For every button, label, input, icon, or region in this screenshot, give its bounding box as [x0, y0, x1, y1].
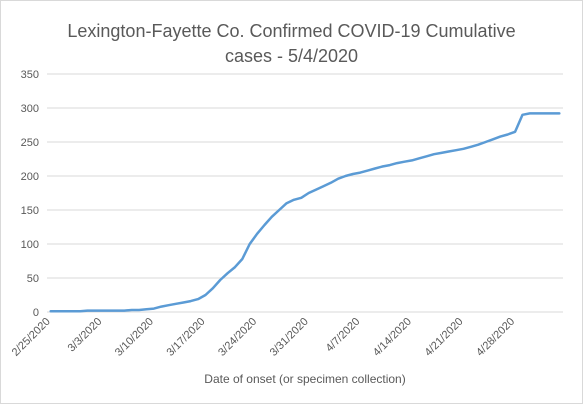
chart-title-line-2: cases - 5/4/2020 [224, 46, 359, 66]
x-tick-label: 3/31/2020 [268, 316, 311, 359]
series-lines [49, 112, 561, 313]
chart-title-line-1: Lexington-Fayette Co. Confirmed COVID-19… [67, 21, 516, 41]
chart-title: Lexington-Fayette Co. Confirmed COVID-19… [1, 19, 582, 69]
x-tick-label: 4/28/2020 [474, 316, 517, 359]
y-tick-label: 50 [27, 273, 39, 285]
x-axis-tick-labels: 2/25/2020 3/3/2020 3/10/2020 3/17/2020 3/24/… [10, 316, 517, 359]
y-tick-label: 0 [33, 307, 39, 319]
y-tick-label: 100 [21, 239, 39, 251]
x-tick-label: 3/3/2020 [66, 316, 105, 355]
x-tick-label: 3/17/2020 [165, 316, 208, 359]
y-tick-label: 350 [21, 69, 39, 81]
gridlines [47, 73, 563, 313]
x-tick-label: 4/14/2020 [371, 316, 414, 359]
x-axis-label: Date of onset (or specimen collection) [204, 372, 405, 386]
x-tick-label: 3/24/2020 [216, 316, 259, 359]
y-tick-label: 300 [21, 103, 39, 115]
y-axis-tick-labels: 0 50 100 150 200 250 300 350 [21, 69, 39, 319]
y-tick-label: 150 [21, 205, 39, 217]
series-line-cumulative-cases [49, 112, 561, 313]
y-tick-label: 250 [21, 137, 39, 149]
y-tick-label: 200 [21, 171, 39, 183]
x-tick-label: 2/25/2020 [10, 316, 53, 359]
x-tick-label: 4/7/2020 [324, 316, 363, 355]
x-tick-label: 3/10/2020 [113, 316, 156, 359]
x-tick-label: 4/21/2020 [423, 316, 466, 359]
